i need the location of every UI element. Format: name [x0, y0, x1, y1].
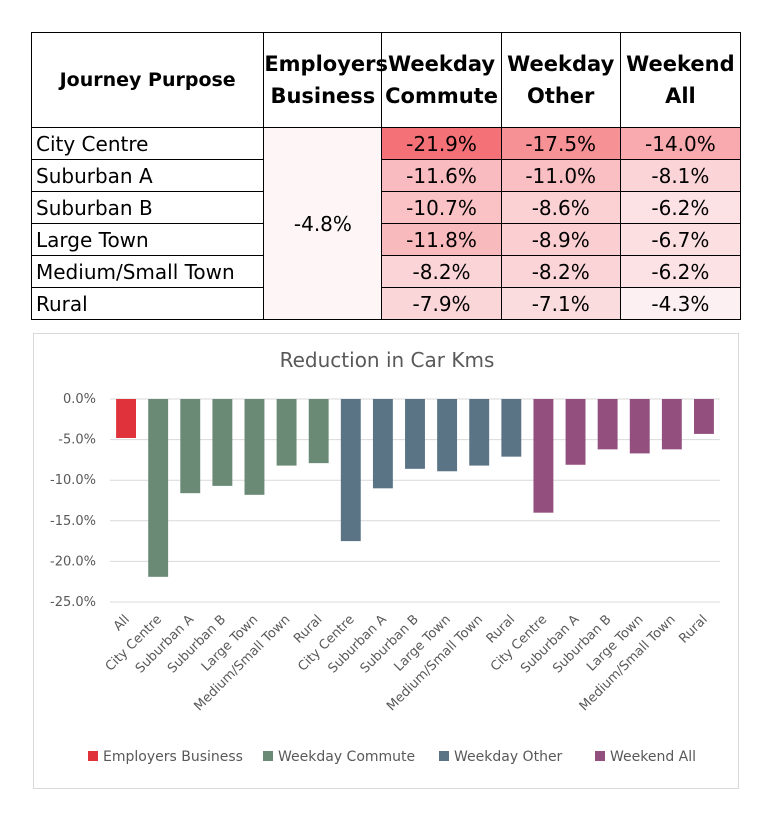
legend-label: Weekend All: [610, 749, 696, 765]
reduction-table: Journey Purpose Employers Business Weekda…: [30, 32, 742, 320]
table-row: Suburban A -11.6% -11.0% -8.1%: [30, 159, 742, 192]
cell-wa: -8.1%: [619, 159, 742, 192]
legend-swatch: [88, 751, 98, 761]
header-employers-business: Employers Business: [263, 32, 388, 128]
header-weekend-all: Weekend All: [619, 32, 742, 128]
header-wa-line1: Weekend: [626, 52, 735, 76]
bar: [437, 399, 458, 472]
cell-wa: -14.0%: [619, 127, 742, 160]
bar: [116, 399, 137, 438]
employers-business-value: -4.8%: [263, 127, 383, 320]
cell-wc: -21.9%: [381, 127, 502, 160]
legend-swatch: [263, 751, 273, 761]
row-label: Medium/Small Town: [30, 255, 265, 288]
header-weekday-commute: Weekday Commute: [381, 32, 502, 128]
cell-wa: -6.7%: [619, 223, 742, 256]
table-row: Large Town -11.8% -8.9% -6.7%: [30, 223, 742, 256]
legend: Employers Business Weekday Commute Weekday…: [88, 749, 696, 765]
cell-wc: -7.9%: [381, 287, 502, 320]
bar: [276, 399, 297, 466]
bar: [469, 399, 490, 466]
reduction-chart: Reduction in Car Kms 0.0% -5.0% -10.0% -15.…: [33, 333, 739, 789]
table-row: Medium/Small Town -8.2% -8.2% -6.2%: [30, 255, 742, 288]
cell-wo: -7.1%: [500, 287, 621, 320]
cell-wo: -8.2%: [500, 255, 621, 288]
x-category-label: Rural: [676, 612, 710, 646]
row-label: Large Town: [30, 223, 265, 256]
cell-wo: -11.0%: [500, 159, 621, 192]
cell-wc: -8.2%: [381, 255, 502, 288]
row-label: City Centre: [30, 127, 265, 160]
y-tick-label: 0.0%: [63, 392, 96, 407]
y-tick-label: -5.0%: [58, 433, 96, 448]
bar: [597, 399, 618, 450]
cell-wc: -11.8%: [381, 223, 502, 256]
cell-wo: -17.5%: [500, 127, 621, 160]
bar: [212, 399, 233, 486]
chart-svg: Reduction in Car Kms 0.0% -5.0% -10.0% -15.…: [50, 348, 720, 765]
bar: [308, 399, 329, 464]
bar: [244, 399, 265, 495]
bar: [372, 399, 393, 489]
table-row: Suburban B -10.7% -8.6% -6.2%: [30, 191, 742, 224]
bar: [693, 399, 714, 434]
legend-swatch: [439, 751, 449, 761]
table-header-row: Journey Purpose Employers Business Weekda…: [30, 32, 742, 128]
table-body: City Centre -4.8% -21.9% -17.5% -14.0% Suburb…: [30, 127, 742, 320]
header-wo-line2: Other: [526, 84, 595, 108]
y-axis-ticks: 0.0% -5.0% -10.0% -15.0% -20.0% -25.0%: [50, 392, 96, 610]
cell-wa: -4.3%: [619, 287, 742, 320]
grid-lines: [110, 398, 720, 603]
table-row: Rural -7.9% -7.1% -4.3%: [30, 287, 742, 320]
bar: [148, 399, 169, 577]
bar: [340, 399, 361, 542]
bar: [629, 399, 650, 454]
header-wa-line2: All: [665, 84, 696, 108]
cell-wo: -8.6%: [500, 191, 621, 224]
cell-wo: -8.9%: [500, 223, 621, 256]
cell-wa: -6.2%: [619, 255, 742, 288]
bars: [116, 399, 714, 577]
header-weekday-other: Weekday Other: [500, 32, 621, 128]
legend-swatch: [595, 751, 605, 761]
cell-wc: -10.7%: [381, 191, 502, 224]
header-wc-line2: Commute: [385, 84, 498, 108]
cell-wa: -6.2%: [619, 191, 742, 224]
x-category-label: All: [111, 612, 133, 634]
table-row: City Centre -4.8% -21.9% -17.5% -14.0%: [30, 127, 742, 320]
y-tick-label: -10.0%: [50, 473, 96, 488]
header-emp-line1: Employers: [264, 52, 388, 76]
y-tick-label: -25.0%: [50, 595, 96, 610]
chart-title: Reduction in Car Kms: [280, 348, 495, 372]
header-journey-purpose: Journey Purpose: [30, 32, 265, 128]
row-label: Suburban A: [30, 159, 265, 192]
bar: [565, 399, 586, 465]
row-label: Rural: [30, 287, 265, 320]
header-emp-line2: Business: [270, 84, 376, 108]
bar: [661, 399, 682, 450]
bar: [501, 399, 522, 457]
y-tick-label: -15.0%: [50, 514, 96, 529]
bar: [180, 399, 201, 494]
legend-label: Weekday Commute: [278, 749, 415, 765]
header-wc-line1: Weekday: [387, 52, 496, 76]
header-wo-line1: Weekday: [507, 52, 615, 76]
bar: [533, 399, 554, 513]
legend-label: Employers Business: [103, 749, 243, 765]
y-tick-label: -20.0%: [50, 554, 96, 569]
row-label: Suburban B: [30, 191, 265, 224]
cell-wc: -11.6%: [381, 159, 502, 192]
legend-label: Weekday Other: [454, 749, 563, 765]
bar: [405, 399, 425, 469]
